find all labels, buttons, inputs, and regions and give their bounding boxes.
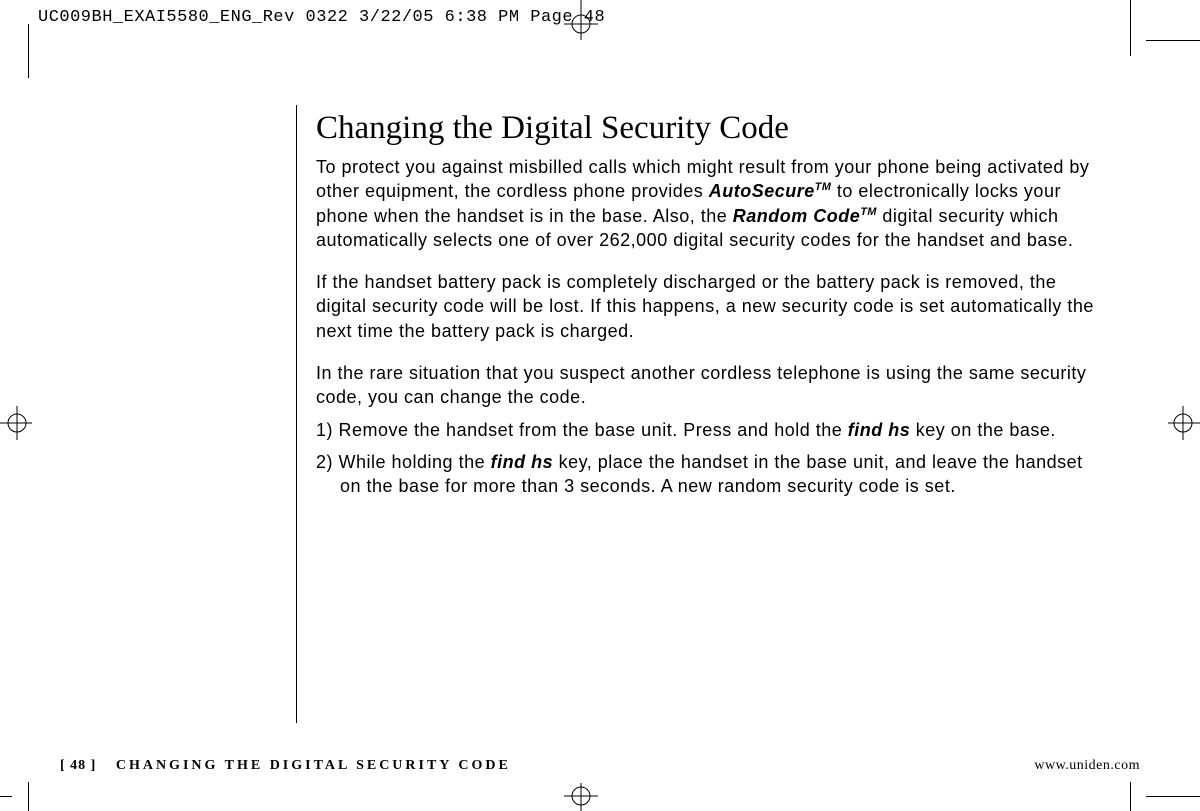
registration-mark-icon — [564, 0, 598, 40]
feature-autosecure: AutoSecure — [709, 181, 815, 201]
crop-line — [1130, 0, 1131, 56]
trademark-symbol: TM — [815, 181, 832, 193]
page-footer: [ 48 ] CHANGING THE DIGITAL SECURITY COD… — [60, 758, 1140, 774]
text: 2) While holding the — [316, 452, 491, 472]
page-number: [ 48 ] — [60, 758, 96, 773]
footer-section-title: CHANGING THE DIGITAL SECURITY CODE — [116, 758, 511, 773]
footer-url: www.uniden.com — [1034, 758, 1140, 774]
crop-line — [0, 796, 12, 797]
text: 1) Remove the handset from the base unit… — [316, 420, 848, 440]
registration-mark-icon — [1168, 406, 1200, 440]
crop-line — [28, 782, 29, 811]
content-divider — [296, 105, 297, 723]
crop-line — [1130, 782, 1131, 811]
steps-list: 1) Remove the handset from the base unit… — [316, 418, 1106, 499]
manual-page: UC009BH_EXAI5580_ENG_Rev 0322 3/22/05 6:… — [0, 0, 1200, 811]
trademark-symbol: TM — [860, 206, 877, 218]
content-block: Changing the Digital Security Code To pr… — [316, 110, 1106, 507]
crop-line — [1146, 796, 1200, 797]
intro-paragraph-1: To protect you against misbilled calls w… — [316, 155, 1106, 252]
registration-mark-icon — [0, 406, 32, 440]
step-1: 1) Remove the handset from the base unit… — [316, 418, 1106, 442]
step-2: 2) While holding the find hs key, place … — [316, 450, 1106, 499]
crop-line — [28, 24, 29, 78]
key-label-find-hs: find hs — [848, 420, 911, 440]
registration-mark-icon — [564, 783, 598, 811]
key-label-find-hs: find hs — [491, 452, 554, 472]
feature-randomcode: Random Code — [733, 206, 861, 226]
printer-slug: UC009BH_EXAI5580_ENG_Rev 0322 3/22/05 6:… — [38, 8, 605, 27]
intro-paragraph-3: In the rare situation that you suspect a… — [316, 361, 1106, 410]
crop-line — [1146, 40, 1200, 41]
page-title: Changing the Digital Security Code — [316, 110, 1106, 147]
text: key on the base. — [910, 420, 1056, 440]
intro-paragraph-2: If the handset battery pack is completel… — [316, 270, 1106, 343]
